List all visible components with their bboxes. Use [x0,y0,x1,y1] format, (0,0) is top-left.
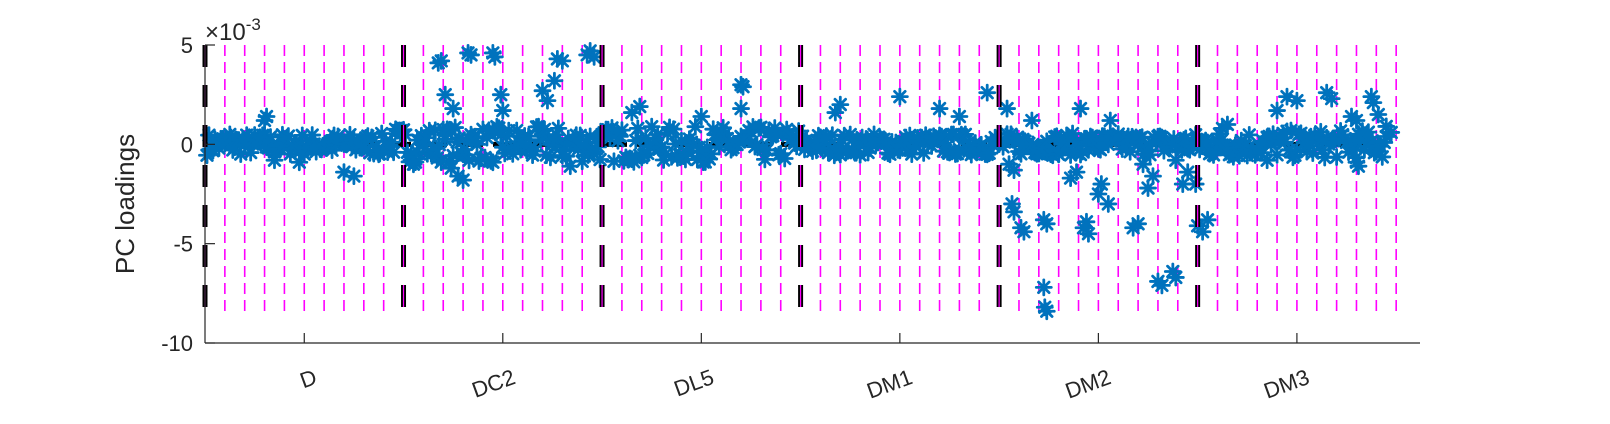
data-point [1220,117,1235,132]
data-point [469,137,484,152]
data-point [593,152,608,167]
data-point [1136,157,1151,172]
y-axis-exponent-power: -3 [246,15,261,34]
data-point [1200,212,1215,227]
data-point [1007,163,1022,178]
data-point [1069,165,1084,180]
data-point [1101,196,1116,211]
data-point [547,73,562,88]
data-point [1036,280,1051,295]
y-tick-label: -5 [173,232,193,257]
data-point [734,101,749,116]
data-point [1375,149,1390,164]
data-point [1007,204,1022,219]
x-tick-label: DM3 [1260,364,1312,403]
data-point [1024,113,1039,128]
data-point [540,93,555,108]
data-point [222,127,237,142]
data-point [1081,226,1096,241]
data-point [980,85,995,100]
data-point [1168,270,1183,285]
data-point [543,150,558,165]
data-point [555,53,570,68]
data-point [1000,101,1015,116]
data-point [493,87,508,102]
data-point [1079,214,1094,229]
y-axis-exponent: ×10-3 [205,15,261,46]
data-point [446,101,461,116]
x-tick-label: DM1 [863,364,915,403]
data-point [833,97,848,112]
data-point [777,151,792,166]
data-point [438,87,453,102]
data-point [464,47,479,62]
data-point [1180,165,1195,180]
data-point [434,53,449,68]
data-point [587,49,602,64]
data-point [495,103,510,118]
data-point [1039,304,1054,319]
data-point [666,122,681,137]
data-point [406,157,421,172]
data-point [487,49,502,64]
x-tick-label: DL5 [671,364,717,401]
data-point [1289,93,1304,108]
data-point [632,99,647,114]
axes: 5 0 -5 -10 D DC2 DL5 DM1 DM2 DM3 [161,33,1420,404]
data-point [1103,113,1118,128]
data-point [259,109,274,124]
data-point [1073,101,1088,116]
data-point [952,109,967,124]
data-point [267,153,282,168]
data-point [1039,216,1054,231]
data-point [1371,107,1386,122]
data-point [292,155,307,170]
y-axis-label: PC loadings [110,134,140,274]
x-tick-label: D [296,364,319,393]
data-point [1145,169,1160,184]
y-tick-label: 5 [181,33,193,58]
y-tick-label: -10 [161,331,193,356]
data-point [736,79,751,94]
data-point [1051,147,1066,162]
data-point [1351,159,1366,174]
data-point [456,173,471,188]
data-point [346,169,361,184]
data-point [1270,103,1285,118]
x-tick-label: DM2 [1062,364,1114,403]
data-point [371,147,386,162]
data-point [485,155,500,170]
data-point [1324,91,1339,106]
y-tick-label: 0 [181,132,193,157]
y-axis-exponent-base: ×10 [205,19,246,46]
data-point [1016,224,1031,239]
data-point [1260,153,1275,168]
data-point [694,109,709,124]
data-point [1094,177,1109,192]
x-tick-label: DC2 [469,364,519,403]
data-point [1154,278,1169,293]
data-point [1131,216,1146,231]
data-point [1349,113,1364,128]
plot-area [199,43,1398,318]
data-point [614,123,629,138]
data-point [892,89,907,104]
data-point [1384,125,1399,140]
data-point [1168,153,1183,168]
data-point [932,101,947,116]
data-point [563,159,578,174]
